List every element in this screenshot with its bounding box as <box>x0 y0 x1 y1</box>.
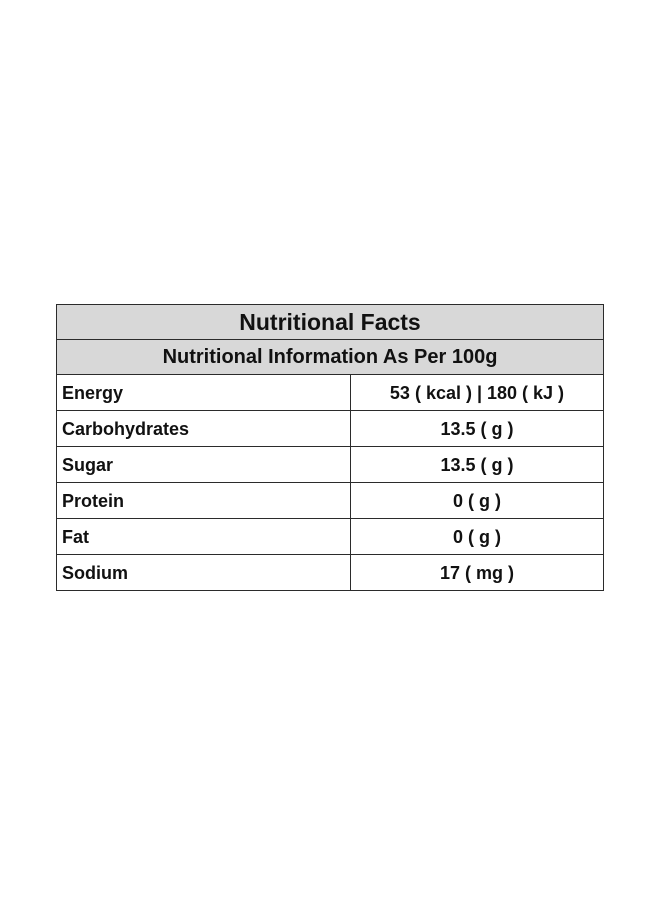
nutrient-value: 53 ( kcal ) | 180 ( kJ ) <box>350 374 604 411</box>
nutrient-name: Energy <box>56 374 351 411</box>
nutrient-value: 13.5 ( g ) <box>350 446 604 483</box>
nutrient-value: 17 ( mg ) <box>350 554 604 591</box>
nutrition-facts-table: Nutritional Facts Nutritional Informatio… <box>56 304 604 591</box>
nutrient-name: Sugar <box>56 446 351 483</box>
title-row: Nutritional Facts <box>56 304 604 340</box>
nutrient-name: Carbohydrates <box>56 410 351 447</box>
table-row-sodium: Sodium 17 ( mg ) <box>56 554 604 591</box>
nutrient-value: 0 ( g ) <box>350 482 604 519</box>
nutrient-value: 0 ( g ) <box>350 518 604 555</box>
nutrient-name: Sodium <box>56 554 351 591</box>
table-title: Nutritional Facts <box>56 304 604 340</box>
table-row-energy: Energy 53 ( kcal ) | 180 ( kJ ) <box>56 374 604 411</box>
subtitle-row: Nutritional Information As Per 100g <box>56 339 604 375</box>
table-row-sugar: Sugar 13.5 ( g ) <box>56 446 604 483</box>
table-row-fat: Fat 0 ( g ) <box>56 518 604 555</box>
nutrient-value: 13.5 ( g ) <box>350 410 604 447</box>
nutrient-name: Fat <box>56 518 351 555</box>
table-row-protein: Protein 0 ( g ) <box>56 482 604 519</box>
nutrient-name: Protein <box>56 482 351 519</box>
table-row-carbohydrates: Carbohydrates 13.5 ( g ) <box>56 410 604 447</box>
table-subtitle: Nutritional Information As Per 100g <box>56 339 604 375</box>
